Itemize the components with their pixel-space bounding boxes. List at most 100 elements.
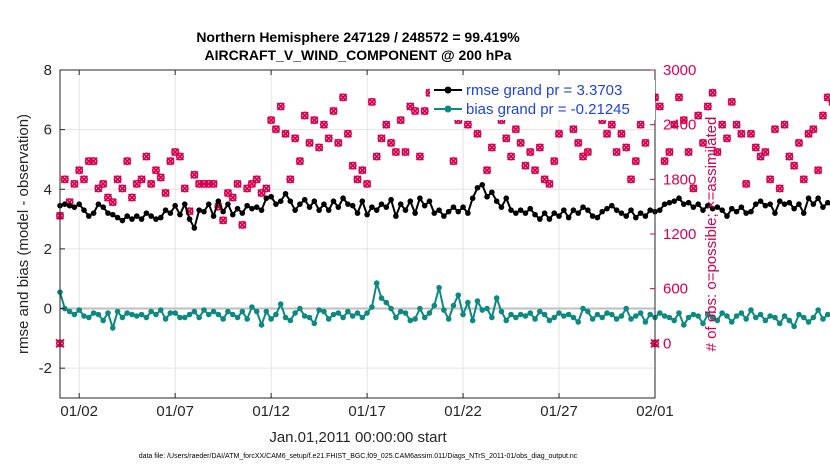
rmse-point: [517, 207, 524, 213]
obs-assimilated-marker: [300, 111, 309, 120]
obs-assimilated-marker: [554, 129, 564, 138]
obs-assimilated-marker: [238, 220, 247, 229]
obs-assimilated-marker: [123, 157, 132, 166]
bias-point: [402, 310, 409, 316]
bias-point: [541, 311, 548, 318]
x-tick-label: 01/12: [252, 403, 290, 420]
obs-assimilated-marker: [329, 106, 338, 116]
obs-assimilated-marker: [516, 138, 525, 147]
rmse-point: [565, 214, 572, 221]
obs-possible-marker: [636, 120, 645, 129]
bias-point: [719, 310, 725, 316]
obs-assimilated-marker: [70, 179, 79, 188]
obs-assimilated-marker: [377, 134, 386, 143]
bias-point: [297, 305, 303, 312]
obs-possible-marker: [118, 184, 127, 193]
obs-possible-marker: [794, 138, 803, 147]
obs-possible-marker: [411, 107, 420, 116]
rmse-point: [767, 201, 773, 207]
rmse-point: [105, 210, 111, 216]
obs-assimilated-marker: [339, 93, 348, 102]
rmse-point: [253, 204, 260, 210]
bias-point: [556, 310, 562, 316]
rmse-point: [66, 202, 73, 209]
legend-bias-marker: [444, 105, 452, 113]
rmse-point: [373, 207, 380, 213]
obs-assimilated-marker: [602, 129, 612, 138]
rmse-point: [225, 201, 231, 207]
bias-point: [172, 310, 178, 316]
rmse-point: [656, 207, 663, 213]
y-tick-label-left: -2: [39, 360, 52, 377]
rmse-point: [503, 195, 510, 202]
y-axis-label-left: rmse and bias (model - observation): [15, 114, 32, 354]
rmse-point: [340, 195, 346, 202]
obs-possible-marker: [569, 125, 578, 134]
obs-assimilated-marker: [507, 152, 516, 161]
legend: rmse grand pr = 3.3703 bias grand pr = -…: [430, 80, 655, 120]
rmse-point: [455, 208, 462, 215]
bias-point: [810, 314, 817, 321]
obs-possible-marker: [785, 152, 794, 161]
bias-point: [479, 307, 486, 313]
obs-assimilated-marker: [670, 120, 679, 129]
bias-point: [359, 314, 366, 321]
obs-possible-marker: [281, 129, 290, 138]
bias-point: [570, 314, 577, 321]
bias-point: [728, 319, 735, 325]
obs-possible-marker: [622, 143, 631, 152]
obs-possible-marker: [473, 129, 482, 138]
rmse-point: [580, 204, 586, 210]
obs-possible-marker: [818, 111, 827, 120]
obs-assimilated-marker: [391, 147, 400, 157]
obs-assimilated-marker: [353, 175, 362, 184]
rmse-point: [177, 211, 183, 218]
bias-point: [522, 313, 529, 319]
bias-point: [373, 280, 380, 287]
bias-point: [321, 308, 327, 315]
obs-assimilated-marker: [113, 175, 122, 184]
obs-possible-marker: [257, 189, 266, 198]
obs-assimilated-marker: [660, 157, 669, 166]
obs-assimilated-marker: [679, 116, 688, 125]
rmse-point: [824, 199, 830, 206]
obs-possible-marker: [689, 184, 698, 193]
bias-point: [167, 310, 174, 316]
bias-point: [153, 311, 159, 318]
rmse-point: [498, 204, 505, 210]
bias-point: [493, 295, 500, 301]
rmse-point: [666, 199, 673, 206]
obs-possible-marker: [722, 134, 731, 143]
rmse-point: [743, 210, 749, 216]
obs-possible-marker: [396, 116, 405, 125]
obs-assimilated-marker: [766, 175, 775, 184]
obs-possible-marker: [243, 184, 252, 193]
rmse-point: [162, 207, 169, 213]
bias-point: [450, 302, 457, 309]
rmse-point: [201, 208, 207, 215]
obs-assimilated-marker: [636, 120, 645, 129]
rmse-point: [594, 214, 601, 221]
obs-possible-marker: [151, 166, 160, 175]
rmse-point: [61, 201, 68, 207]
obs-assimilated-marker: [343, 129, 352, 138]
bias-point: [205, 311, 212, 318]
obs-assimilated-marker: [358, 166, 367, 175]
rmse-point: [628, 207, 634, 213]
obs-possible-marker: [247, 179, 256, 188]
obs-possible-marker: [449, 157, 458, 166]
obs-assimilated-marker: [794, 138, 803, 147]
obs-possible-marker: [531, 166, 540, 175]
rmse-point: [489, 189, 495, 196]
bias-point: [244, 316, 250, 322]
bias-point: [162, 316, 169, 322]
obs-assimilated-marker: [655, 102, 664, 111]
obs-possible-marker: [339, 93, 348, 102]
x-tick-label: 01/22: [444, 403, 482, 420]
bias-point: [225, 308, 231, 315]
rmse-point: [76, 201, 82, 207]
rmse-point: [306, 204, 313, 210]
bias-point: [532, 316, 538, 322]
rmse-point: [397, 201, 404, 207]
obs-assimilated-marker: [180, 184, 189, 193]
